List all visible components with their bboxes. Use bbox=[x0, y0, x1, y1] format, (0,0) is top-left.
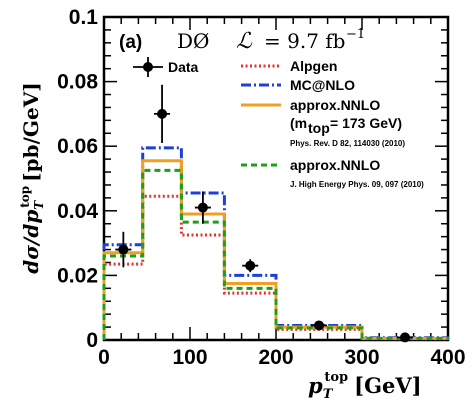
data-point bbox=[245, 260, 256, 271]
legend-nnlo-mass-val: = 173 GeV) bbox=[330, 115, 402, 131]
histogram-series bbox=[102, 146, 450, 341]
x-title-main: p bbox=[308, 373, 323, 398]
y-tick-labels: 0 0.02 0.04 0.06 0.08 0.1 bbox=[57, 6, 98, 352]
x-axis-title: pTtop [GeV] bbox=[308, 370, 422, 402]
y-tick-label: 0.08 bbox=[57, 71, 98, 94]
legend-label-nnlo-1: approx.NNLO bbox=[290, 97, 380, 113]
y-tick-label: 0.06 bbox=[57, 135, 98, 158]
legend-nnlo-mass: (m bbox=[290, 115, 307, 131]
x-title-sub: T bbox=[323, 387, 334, 402]
legend-label-mcatnlo: MC@NLO bbox=[290, 77, 355, 93]
y-tick-label: 0 bbox=[86, 329, 98, 352]
y-tick-label: 0.02 bbox=[57, 264, 98, 287]
x-title-unit: [GeV] bbox=[354, 373, 421, 398]
legend-label-nnlo-2: approx.NNLO bbox=[290, 157, 380, 173]
x-tick-label: 200 bbox=[258, 346, 293, 369]
y-title-prefix: dσ/dp bbox=[19, 210, 43, 274]
panel-label: (a) bbox=[119, 32, 142, 53]
hist-series-3 bbox=[102, 168, 450, 340]
data-point bbox=[314, 320, 324, 331]
x-tick-label: 400 bbox=[430, 346, 465, 369]
y-title-sub: T bbox=[32, 200, 46, 210]
x-tick-labels: 0 100 200 300 400 bbox=[98, 346, 465, 369]
luminosity-symbol: ℒ bbox=[236, 29, 253, 54]
x-title-sup: top bbox=[324, 370, 348, 385]
x-tick-label: 300 bbox=[344, 346, 379, 369]
data-points bbox=[115, 84, 413, 343]
data-point bbox=[400, 332, 410, 343]
y-tick-label: 0.1 bbox=[69, 6, 99, 29]
data-point bbox=[157, 108, 168, 119]
legend-nnlo-mass-sub: top bbox=[308, 120, 330, 136]
x-tick-label: 100 bbox=[172, 346, 207, 369]
y-title-unit: [pb/GeV] bbox=[19, 82, 43, 182]
legend-label-alpgen: Alpgen bbox=[290, 58, 337, 74]
x-tick-label: 0 bbox=[98, 346, 110, 369]
legend-ref-1: Phys. Rev. D 82, 114030 (2010) bbox=[290, 139, 405, 148]
experiment-label: DØ bbox=[177, 29, 209, 53]
svg-text:dσ/dpTtop[pb/GeV]: dσ/dpTtop [pb/GeV] bbox=[18, 82, 46, 273]
data-point bbox=[118, 244, 129, 255]
y-title-sup: top bbox=[18, 186, 32, 208]
legend-data: Data bbox=[133, 57, 199, 77]
luminosity-exponent: −1 bbox=[346, 27, 365, 42]
legend-models: Alpgen MC@NLO approx.NNLO (m top = 173 G… bbox=[241, 58, 424, 189]
svg-text:pTtop[GeV]: pTtop [GeV] bbox=[308, 370, 422, 402]
y-axis-title: dσ/dpTtop [pb/GeV] bbox=[18, 82, 46, 273]
data-point bbox=[197, 202, 208, 213]
legend-ref-2: J. High Energy Phys. 09, 097 (2010) bbox=[290, 180, 424, 189]
luminosity-value: = 9.7 fb bbox=[264, 29, 345, 53]
y-tick-label: 0.04 bbox=[57, 200, 98, 223]
legend-data-label: Data bbox=[168, 59, 199, 75]
legend-data-marker bbox=[143, 62, 153, 72]
